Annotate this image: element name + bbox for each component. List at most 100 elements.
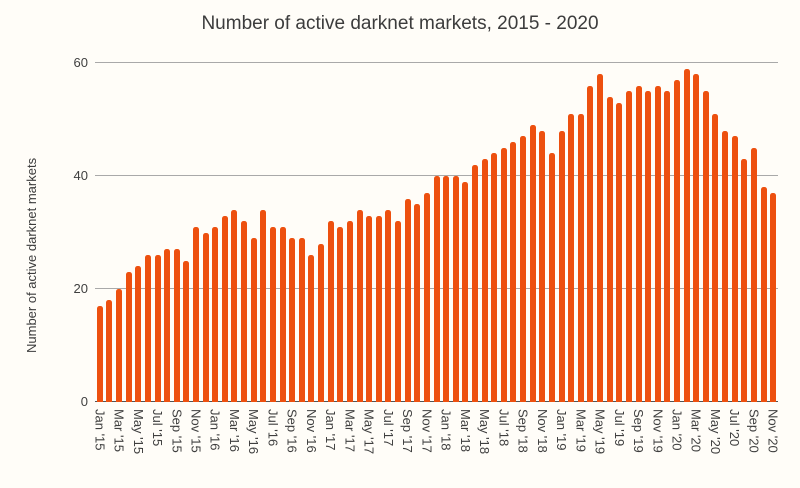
x-tick-label-sep19: Sep '19 [631,409,646,453]
bar-jul15 [154,255,161,402]
x-tick-label-may17: May '17 [361,409,377,455]
x-tick-label-mar17: Mar '17 [342,409,358,452]
bar-jun15 [144,255,151,402]
bar-jul19 [616,102,623,402]
bar-mar20 [693,74,700,402]
x-tick-label-nov19: Nov '19 [650,409,666,453]
bar-jan16 [212,226,219,402]
x-tick-label-sep15: Sep '15 [169,409,185,453]
bar-sep16 [289,238,296,402]
x-tick-label-nov16: Nov '16 [303,409,319,453]
bar-aug18 [510,142,517,402]
bar-oct19 [645,91,652,402]
bar-nov18 [539,130,546,402]
bar-nov16 [308,255,315,402]
bar-jan18 [443,176,450,402]
bar-aug20 [741,159,748,402]
y-tick-label-40: 40 [73,168,88,183]
x-tick-label-jul18: Jul '18 [496,409,512,447]
x-tick-label-jul20: Jul '20 [727,409,743,447]
x-tick-label-mar18: Mar '18 [457,409,473,452]
bar-jun19 [606,96,613,402]
bar-feb16 [221,215,228,402]
bar-jun18 [491,153,498,402]
x-tick-label-jul15: Jul '15 [150,409,166,447]
x-tick-label-jan20: Jan '20 [669,409,685,451]
x-tick-label-jul16: Jul '16 [265,409,281,447]
x-tick-label-jul17: Jul '17 [380,409,396,447]
bar-nov20 [770,192,777,402]
x-tick-label-jan15: Jan '15 [92,409,108,451]
gridline-60 [95,62,778,63]
bar-oct16 [298,238,305,402]
bar-apr19 [587,85,594,402]
bar-may19 [597,74,604,402]
x-tick-label-may18: May '18 [477,409,493,455]
bar-oct18 [529,125,536,402]
bar-sep19 [635,85,642,402]
bar-jun16 [260,209,267,402]
x-tick-label-jan18: Jan '18 [438,409,454,451]
x-tick-label-sep16: Sep '16 [284,409,300,453]
bar-aug17 [395,221,402,402]
bar-apr16 [241,221,248,402]
x-tick-label-nov15: Nov '15 [188,409,204,453]
bar-oct17 [414,204,421,402]
x-tick-label-mar16: Mar '16 [226,409,242,452]
bar-jan17 [327,221,334,402]
bar-jan19 [558,130,565,402]
bar-oct15 [183,260,190,402]
bar-may18 [481,159,488,402]
bar-oct20 [760,187,767,402]
bar-sep20 [750,147,757,402]
bar-may17 [366,215,373,402]
bar-aug16 [279,226,286,402]
x-tick-label-sep18: Sep '18 [515,409,531,453]
bar-apr17 [356,209,363,402]
bar-nov17 [423,192,430,402]
x-tick-label-jan19: Jan '19 [554,409,570,451]
x-tick-label-may19: May '19 [592,409,608,455]
bar-dec18 [548,153,555,402]
x-tick-label-nov17: Nov '17 [419,409,435,453]
bar-dec16 [318,243,325,402]
bar-jan20 [673,79,680,402]
bar-aug15 [164,249,171,402]
bar-jul17 [385,209,392,402]
x-axis-labels: Jan '15 Mar '15 May '15 Jul '15 Sep '15 Nov '… [92,409,781,484]
bar-apr20 [702,91,709,402]
bar-mar15 [116,289,123,402]
bar-dec19 [664,91,671,402]
bar-sep17 [404,198,411,402]
bar-nov19 [654,85,661,402]
x-tick-label-jul19: Jul '19 [611,409,627,447]
x-tick-label-jan17: Jan '17 [323,409,339,451]
bar-jul20 [731,136,738,402]
bar-nov15 [193,226,199,402]
gridline-40 [95,175,778,176]
x-tick-label-sep17: Sep '17 [400,409,416,453]
bar-jan15 [96,305,103,402]
bar-feb19 [568,113,575,402]
bar-dec17 [433,176,440,402]
x-tick-label-nov20: Nov '20 [765,409,781,453]
bar-jul16 [269,226,276,402]
y-tick-label-0: 0 [80,394,88,409]
x-tick-label-sep20: Sep '20 [746,409,762,453]
bar-feb17 [337,226,344,402]
y-tick-label-60: 60 [73,55,88,70]
bar-mar19 [577,113,584,402]
bar-mar16 [231,209,238,402]
bar-may16 [250,238,257,402]
x-tick-label-may15: May '15 [130,409,146,455]
bar-jun17 [375,215,382,402]
bar-sep18 [520,136,527,402]
y-tick-label-20: 20 [73,281,88,296]
y-axis-title: Number of active darknet markets [24,157,39,353]
bar-mar17 [346,221,353,402]
bar-may15 [135,266,142,402]
bar-feb15 [106,300,113,402]
x-tick-label-jan16: Jan '16 [207,409,223,451]
bar-jul18 [500,147,507,402]
bar-dec15 [202,232,209,402]
